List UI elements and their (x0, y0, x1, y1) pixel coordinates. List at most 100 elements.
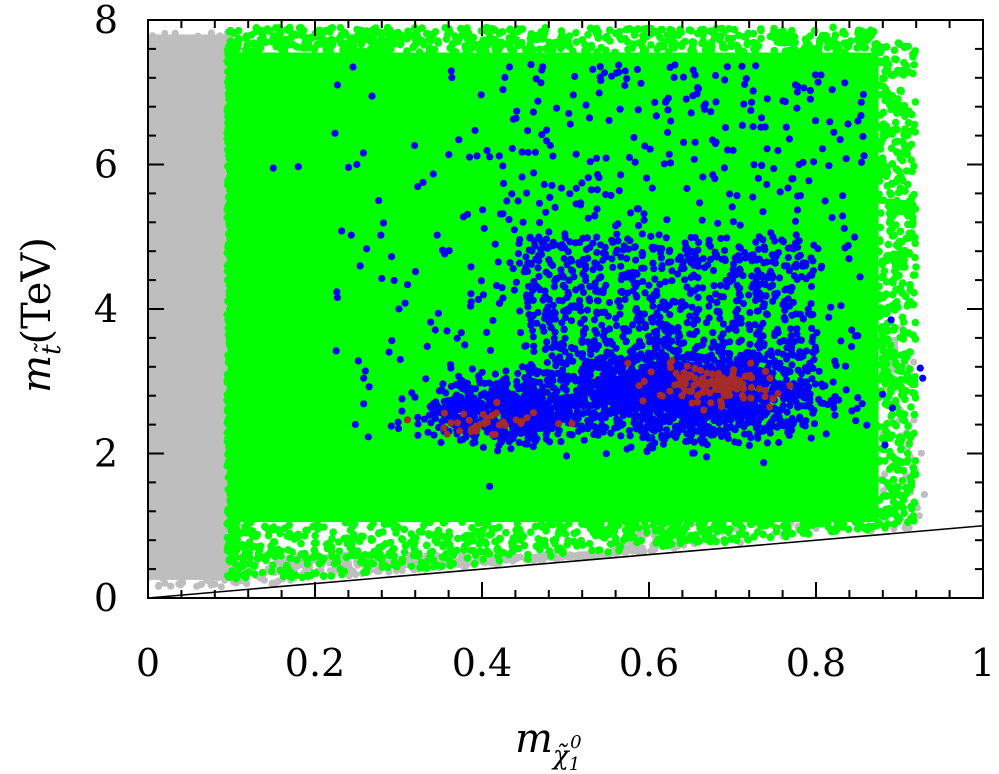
blue-point (549, 301, 557, 309)
grey-point (182, 360, 190, 368)
green-point (817, 520, 826, 528)
green-point (415, 48, 424, 56)
blue-point (695, 305, 703, 313)
green-point (375, 529, 383, 538)
grey-point (201, 470, 209, 478)
blue-point (664, 128, 672, 136)
green-point (335, 547, 344, 556)
blue-point (592, 154, 601, 162)
grey-point (179, 335, 187, 343)
blue-point (566, 120, 574, 128)
blue-point (851, 332, 860, 340)
grey-point (154, 429, 162, 437)
green-point (279, 36, 288, 45)
green-point (526, 528, 535, 536)
grey-point (185, 338, 193, 347)
blue-point (691, 71, 699, 79)
blue-point (705, 240, 713, 248)
grey-point (209, 65, 217, 73)
blue-point (760, 303, 768, 311)
grey-point (207, 366, 215, 374)
blue-point (361, 367, 369, 375)
green-point (379, 560, 387, 569)
grey-point (212, 144, 220, 152)
grey-point (201, 465, 209, 473)
blue-point (628, 321, 637, 329)
green-point (907, 514, 915, 523)
grey-point (215, 167, 223, 175)
blue-point (750, 161, 758, 169)
grey-point (158, 566, 166, 574)
grey-point (188, 284, 197, 292)
green-point (313, 519, 321, 528)
green-point (232, 144, 240, 152)
green-point (342, 553, 351, 562)
blue-point (471, 126, 479, 135)
grey-point (197, 391, 205, 399)
blue-point (709, 267, 718, 275)
blue-point (365, 383, 373, 391)
green-point (831, 31, 840, 39)
blue-point (664, 106, 672, 114)
green-point (882, 305, 891, 313)
blue-point (503, 197, 511, 205)
green-point (328, 534, 336, 543)
blue-point (455, 136, 463, 144)
green-point (682, 536, 691, 544)
grey-point (215, 427, 223, 435)
grey-point (187, 521, 196, 530)
grey-point (148, 519, 154, 528)
green-point (883, 428, 891, 437)
blue-point (571, 72, 579, 81)
blue-point (670, 73, 678, 82)
green-point (366, 45, 375, 54)
green-point (747, 520, 756, 529)
grey-point (158, 210, 166, 218)
green-point (537, 28, 545, 36)
blue-point (585, 295, 593, 303)
grey-point (207, 116, 215, 124)
green-point (900, 131, 908, 139)
green-point (228, 49, 236, 58)
green-point (227, 465, 236, 474)
grey-point (462, 562, 470, 570)
grey-point (219, 468, 227, 476)
blue-point (634, 106, 642, 114)
grey-point (180, 347, 188, 355)
green-point (572, 29, 580, 37)
grey-point (189, 168, 197, 176)
green-point (232, 266, 241, 275)
grey-point (182, 460, 190, 469)
green-point (876, 236, 884, 244)
green-point (875, 496, 884, 504)
grey-point (180, 522, 188, 530)
green-point (860, 43, 868, 52)
green-point (480, 519, 488, 527)
blue-point (540, 180, 548, 189)
blue-point (483, 147, 491, 155)
green-point (261, 522, 269, 531)
green-point (229, 95, 237, 104)
green-point (509, 539, 518, 547)
blue-point (699, 173, 707, 181)
blue-point (839, 212, 847, 220)
grey-point (173, 196, 181, 204)
green-point (316, 554, 325, 562)
blue-point (331, 129, 339, 137)
green-point (880, 362, 889, 370)
green-point (384, 26, 392, 34)
grey-point (148, 177, 156, 185)
green-point (652, 539, 661, 547)
blue-point (821, 197, 829, 205)
grey-point (203, 183, 211, 191)
grey-point (184, 263, 192, 271)
grey-point (213, 111, 221, 119)
grey-point (200, 277, 208, 285)
blue-point (459, 213, 468, 221)
blue-point (707, 108, 715, 116)
grey-point (212, 288, 220, 296)
blue-point (811, 117, 820, 125)
green-point (604, 530, 613, 539)
grey-point (188, 354, 196, 362)
green-point (889, 475, 898, 484)
